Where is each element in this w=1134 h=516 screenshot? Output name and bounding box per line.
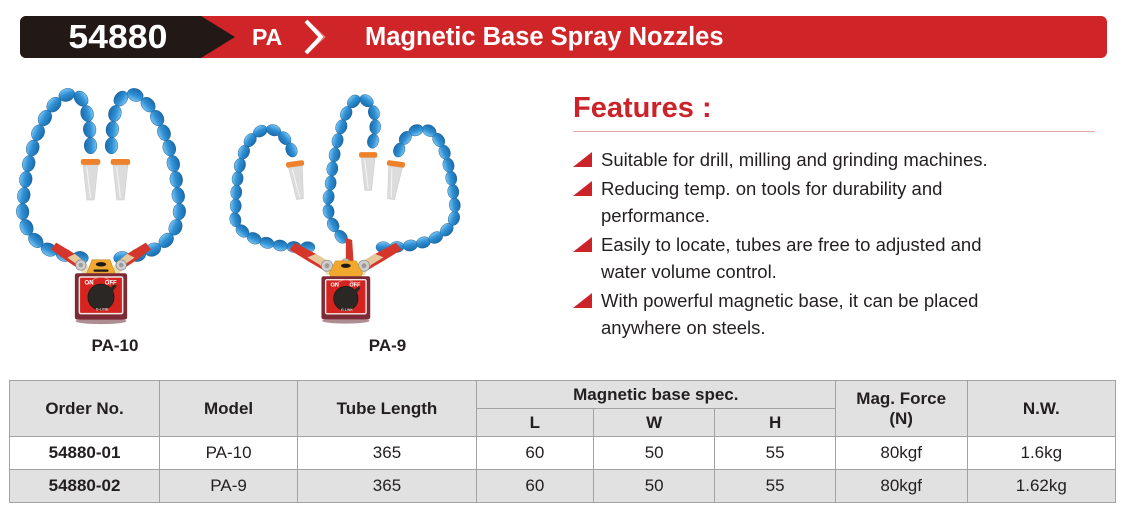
- svg-text:G-LiNK: G-LiNK: [96, 308, 109, 312]
- svg-text:G-LiNK: G-LiNK: [341, 308, 353, 312]
- svg-text:ON: ON: [85, 280, 94, 286]
- svg-text:OFF: OFF: [349, 283, 361, 289]
- svg-text:ON: ON: [331, 283, 339, 289]
- svg-text:OFF: OFF: [105, 280, 117, 286]
